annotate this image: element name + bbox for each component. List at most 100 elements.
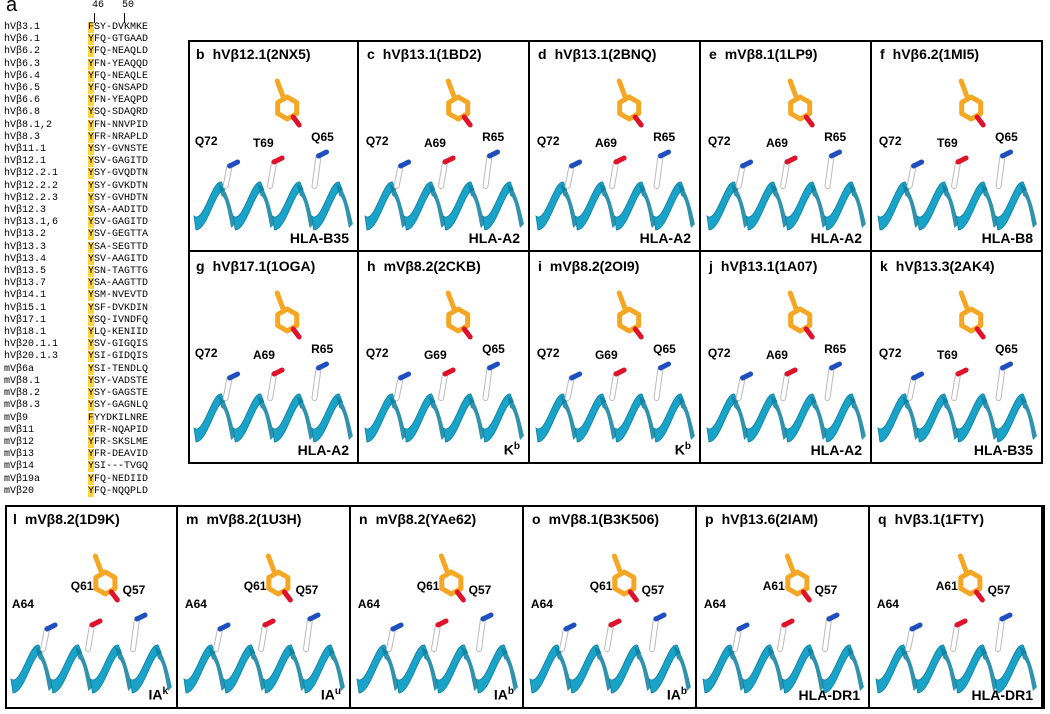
helix-ribbon-back: [467, 184, 485, 228]
helix-ribbon-turn: [745, 393, 778, 443]
side-chain-tip: [563, 622, 577, 632]
alignment-row: hVβ20.1.1 YSV-GIGQIS: [4, 339, 148, 351]
alignment-row-sequence: YSY-GVNSTE: [88, 144, 148, 156]
alignment-row: hVβ13.2 YSV-GEGTTA: [4, 229, 148, 241]
residue-label: A61: [762, 579, 785, 593]
alignment-row-name: mVβ8.1: [4, 375, 41, 387]
helix-ribbon-back: [507, 184, 524, 228]
helix-ribbon-back: [980, 647, 998, 691]
helix-ribbon-back: [673, 647, 691, 691]
alignment-row: mVβ8.1 YSY-VADSTE: [4, 375, 149, 388]
tyrosine-hydroxyl: [632, 326, 644, 340]
tyrosine-ring: [446, 306, 471, 334]
side-chain-tip: [613, 367, 627, 377]
tyrosine-backbone: [616, 290, 628, 312]
sequence-rest: FR-NRAPLD: [94, 131, 149, 143]
highlighted-residue-46: F: [88, 412, 95, 424]
alignment-row-sequence: YLQ-KENIID: [88, 327, 148, 339]
alignment-row-name: hVβ18.1: [4, 327, 47, 339]
structure-drawing: [535, 290, 695, 443]
helix-ribbon-turn: [356, 644, 389, 694]
side-chain-tip: [911, 371, 925, 381]
tyrosine-hydroxyl: [632, 114, 644, 128]
side-chain-stick: [733, 627, 742, 651]
panel-title: c hVβ13.1(1BD2): [367, 46, 482, 62]
tcr-structure-label: mVβ8.2(2OI9): [549, 258, 640, 274]
alignment-row-name: hVβ6.2: [4, 46, 41, 58]
alignment-row: mVβ6a YSI-TENDLQ: [4, 363, 148, 376]
tcr-structure-label: mVβ8.1(B3K506): [548, 511, 660, 527]
tyrosine-backbone: [787, 78, 799, 100]
alignment-row-sequence: YFR-NRAPLD: [88, 131, 149, 144]
residue-label: Q72: [536, 346, 560, 360]
highlighted-residue-46: Y: [88, 339, 95, 351]
helix-ribbon-turn: [569, 644, 602, 694]
structure-panel-f: f hVβ6.2(1MI5) Q72 T69 Q65 HLA-B8: [872, 40, 1043, 252]
alignment-row-name: hVβ12.2.1: [4, 168, 59, 180]
sequence-rest: SV-GIGQIS: [94, 339, 149, 351]
alignment-row: hVβ8.1,2 YFN-NNVPID: [4, 119, 148, 132]
sequence-rest: SY-VADSTE: [94, 375, 149, 387]
sequence-rest: FR-NQAPID: [94, 424, 149, 436]
side-chain-stick: [996, 366, 1005, 400]
side-chain-stick: [439, 160, 448, 188]
structure-panel-o: o mVβ8.1(B3K506) A64 Q61 Q57 IAb: [524, 505, 697, 709]
alignment-row: hVβ20.1.3 YSI-GIDQIS: [4, 351, 148, 363]
residue-label: Q72: [707, 134, 731, 148]
mhc-allele-label: HLA-B8: [982, 230, 1033, 246]
tick-label-50: 50: [122, 0, 135, 11]
structure-drawing: [702, 553, 864, 694]
structure-panel-e: e mVβ8.1(1LP9) Q72 A69 R65 HLA-A2: [701, 40, 872, 252]
helix-ribbon-back: [767, 647, 785, 691]
highlighted-residue-46: Y: [88, 436, 95, 448]
mhc-name: K: [503, 442, 514, 458]
side-chain-stick: [41, 627, 50, 651]
mhc-superscript: b: [507, 686, 514, 698]
highlighted-residue-46: Y: [88, 400, 95, 412]
tyrosine-ring: [617, 306, 642, 334]
side-chain-tip: [784, 367, 798, 377]
helix-ribbon-back: [678, 396, 695, 440]
helix-ribbon-turn: [529, 644, 562, 694]
tyrosine-ring: [266, 569, 291, 597]
side-chain-tip: [271, 367, 285, 377]
side-chain-tip: [398, 159, 412, 169]
structure-drawing: [10, 553, 172, 694]
sequence-rest: YYDKILNRE: [94, 412, 149, 424]
alignment-row-sequence: YFN-NNVPID: [88, 119, 148, 132]
helix-ribbon-back: [560, 184, 578, 228]
helix-ribbon-turn: [742, 644, 775, 694]
helix-ribbon-back: [809, 396, 827, 440]
side-chain-stick: [223, 376, 232, 400]
side-chain-tip: [134, 612, 148, 622]
sequence-rest: SA-SEGTTD: [94, 241, 149, 253]
sequence-rest: FN-YEAQQD: [94, 58, 149, 70]
side-chain-tip: [653, 612, 667, 622]
helix-ribbon-back: [731, 184, 749, 228]
panel-letter: p: [705, 511, 714, 527]
alignment-row-sequence: YFR-NQAPID: [88, 424, 149, 437]
helix-ribbon-back: [678, 184, 695, 228]
tyrosine-ring: [612, 569, 637, 597]
side-chain-tip: [390, 622, 404, 632]
helix-ribbon-turn: [482, 393, 515, 443]
highlighted-residue-46: Y: [88, 168, 95, 180]
tick-label-46: 46: [92, 0, 105, 11]
tyrosine-ring: [275, 94, 300, 122]
structure-drawing: [877, 78, 1037, 231]
tcr-structure-label: mVβ8.2(2CKB): [383, 258, 481, 274]
mhc-name: IA: [493, 687, 508, 703]
tcr-structure-label: hVβ13.3(2AK4): [895, 258, 995, 274]
tyrosine-backbone: [274, 78, 286, 100]
tyrosine-backbone: [784, 553, 796, 575]
mhc-allele-label: HLA-A2: [811, 442, 862, 458]
structure-panel-p: p hVβ13.6(2IAM) A64 A61 Q57 HLA-DR1: [697, 505, 870, 709]
sequence-rest: SI---TVGQ: [94, 461, 149, 473]
structure-drawing: [877, 290, 1037, 443]
alignment-row-name: hVβ13.4: [4, 253, 47, 265]
alignment-row-sequence: YFN-YEAQQD: [88, 58, 149, 71]
side-chain-stick: [259, 623, 268, 651]
alignment-row-name: hVβ13.2: [4, 229, 47, 241]
helix-ribbon-back: [809, 184, 827, 228]
alignment-row-sequence: YSA-SEGTTD: [88, 241, 149, 254]
